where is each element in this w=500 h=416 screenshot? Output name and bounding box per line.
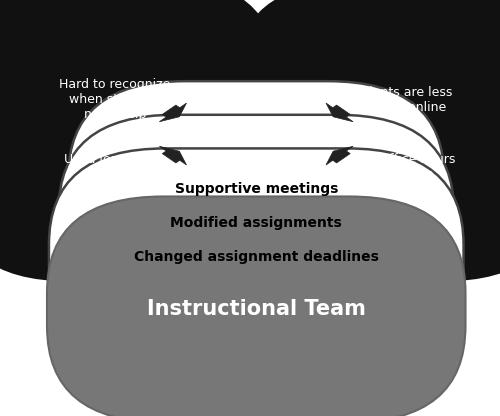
FancyBboxPatch shape (58, 115, 454, 331)
Text: Lower office hours
attendance: Lower office hours attendance (340, 153, 456, 181)
FancyBboxPatch shape (49, 149, 464, 365)
FancyBboxPatch shape (68, 81, 444, 297)
FancyBboxPatch shape (0, 0, 276, 220)
Polygon shape (160, 103, 186, 122)
Text: Students are less
engaged online: Students are less engaged online (344, 86, 452, 114)
FancyBboxPatch shape (47, 196, 466, 416)
Polygon shape (326, 146, 353, 165)
FancyBboxPatch shape (0, 52, 276, 281)
FancyBboxPatch shape (70, 25, 442, 245)
Text: Supportive meetings: Supportive meetings (174, 182, 338, 196)
Polygon shape (160, 146, 186, 165)
Text: Modified assignments: Modified assignments (170, 216, 342, 230)
Polygon shape (326, 103, 353, 122)
Text: TAs report challenges: TAs report challenges (163, 127, 350, 142)
Text: Changed assignment deadlines: Changed assignment deadlines (134, 250, 378, 263)
Text: Hard to recognize
when students
need help: Hard to recognize when students need hel… (59, 78, 170, 121)
FancyBboxPatch shape (236, 52, 500, 281)
Text: Instructional Team: Instructional Team (147, 300, 366, 319)
Text: Used less active
learning: Used less active learning (64, 153, 166, 181)
FancyBboxPatch shape (236, 0, 500, 216)
